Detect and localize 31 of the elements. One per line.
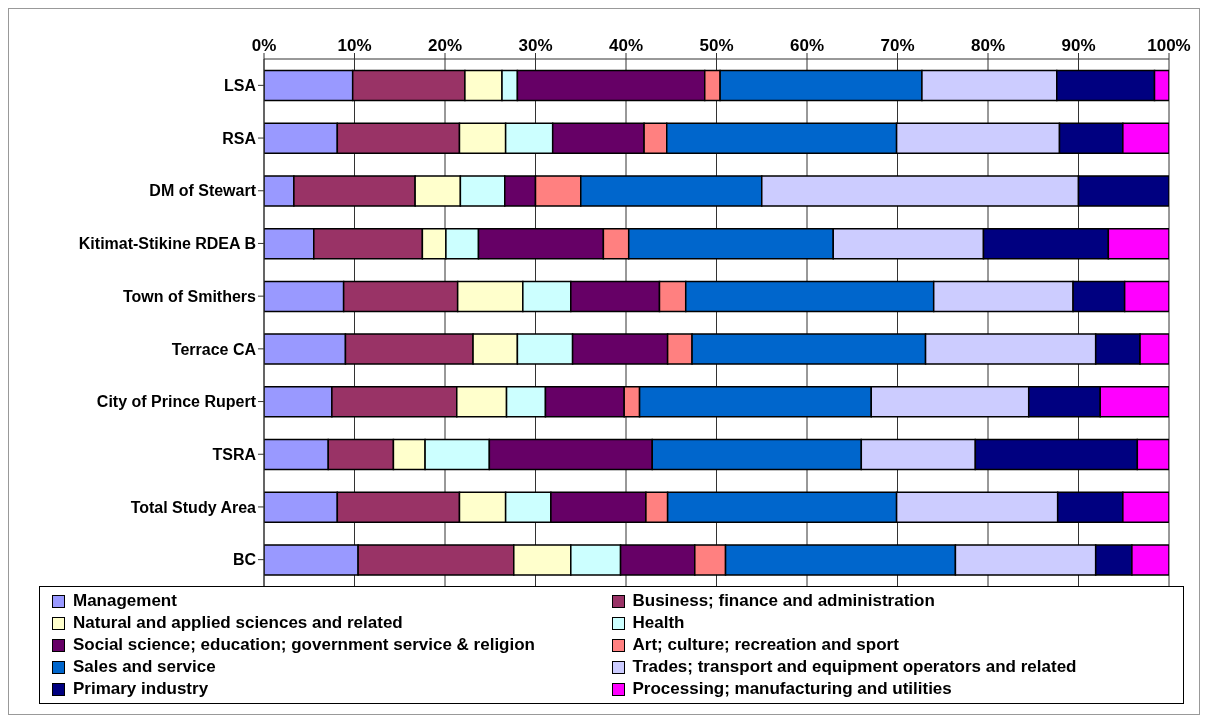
legend-label: Art; culture; recreation and sport: [632, 635, 899, 655]
legend-label: Sales and service: [73, 657, 216, 677]
y-tick-label: Terrace CA: [171, 340, 257, 358]
x-tick-label: 70%: [880, 36, 915, 55]
y-tick-label: DM of Stewart: [149, 182, 257, 200]
x-tick-label: 10%: [337, 36, 372, 55]
legend-label: Health: [632, 613, 685, 633]
legend-label: Management: [73, 591, 177, 611]
x-tick-label: 0%: [251, 36, 277, 55]
y-tick-label: BC: [232, 551, 257, 569]
legend-label: Trades; transport and equipment operators and related: [632, 657, 1077, 677]
y-tick-label: TSRA: [212, 445, 257, 463]
y-tick-label: City of Prince Rupert: [96, 393, 257, 411]
x-tick-label: 30%: [518, 36, 553, 55]
legend-label: Processing; manufacturing and utilities: [632, 679, 952, 699]
legend-label: Business; finance and administration: [632, 591, 935, 611]
legend-label: Natural and applied sciences and related: [73, 613, 403, 633]
y-tick-label: Town of Smithers: [122, 287, 257, 305]
x-tick-label: 60%: [789, 36, 825, 55]
legend-label: Primary industry: [73, 679, 209, 699]
y-tick-label: LSA: [224, 77, 257, 95]
x-tick-label: 40%: [608, 36, 644, 55]
x-tick-label: 50%: [699, 36, 734, 55]
legend-label: Social science; education; government service & religion: [73, 635, 535, 655]
x-tick-label: 20%: [427, 36, 463, 55]
y-tick-label: Kitimat-Stikine RDEA B: [78, 235, 256, 253]
y-tick-label: RSA: [222, 129, 257, 147]
x-tick-label: 100%: [1147, 36, 1191, 55]
x-tick-label: 90%: [1061, 36, 1096, 55]
x-tick-label: 80%: [970, 36, 1006, 55]
y-tick-label: Total Study Area: [130, 498, 257, 516]
